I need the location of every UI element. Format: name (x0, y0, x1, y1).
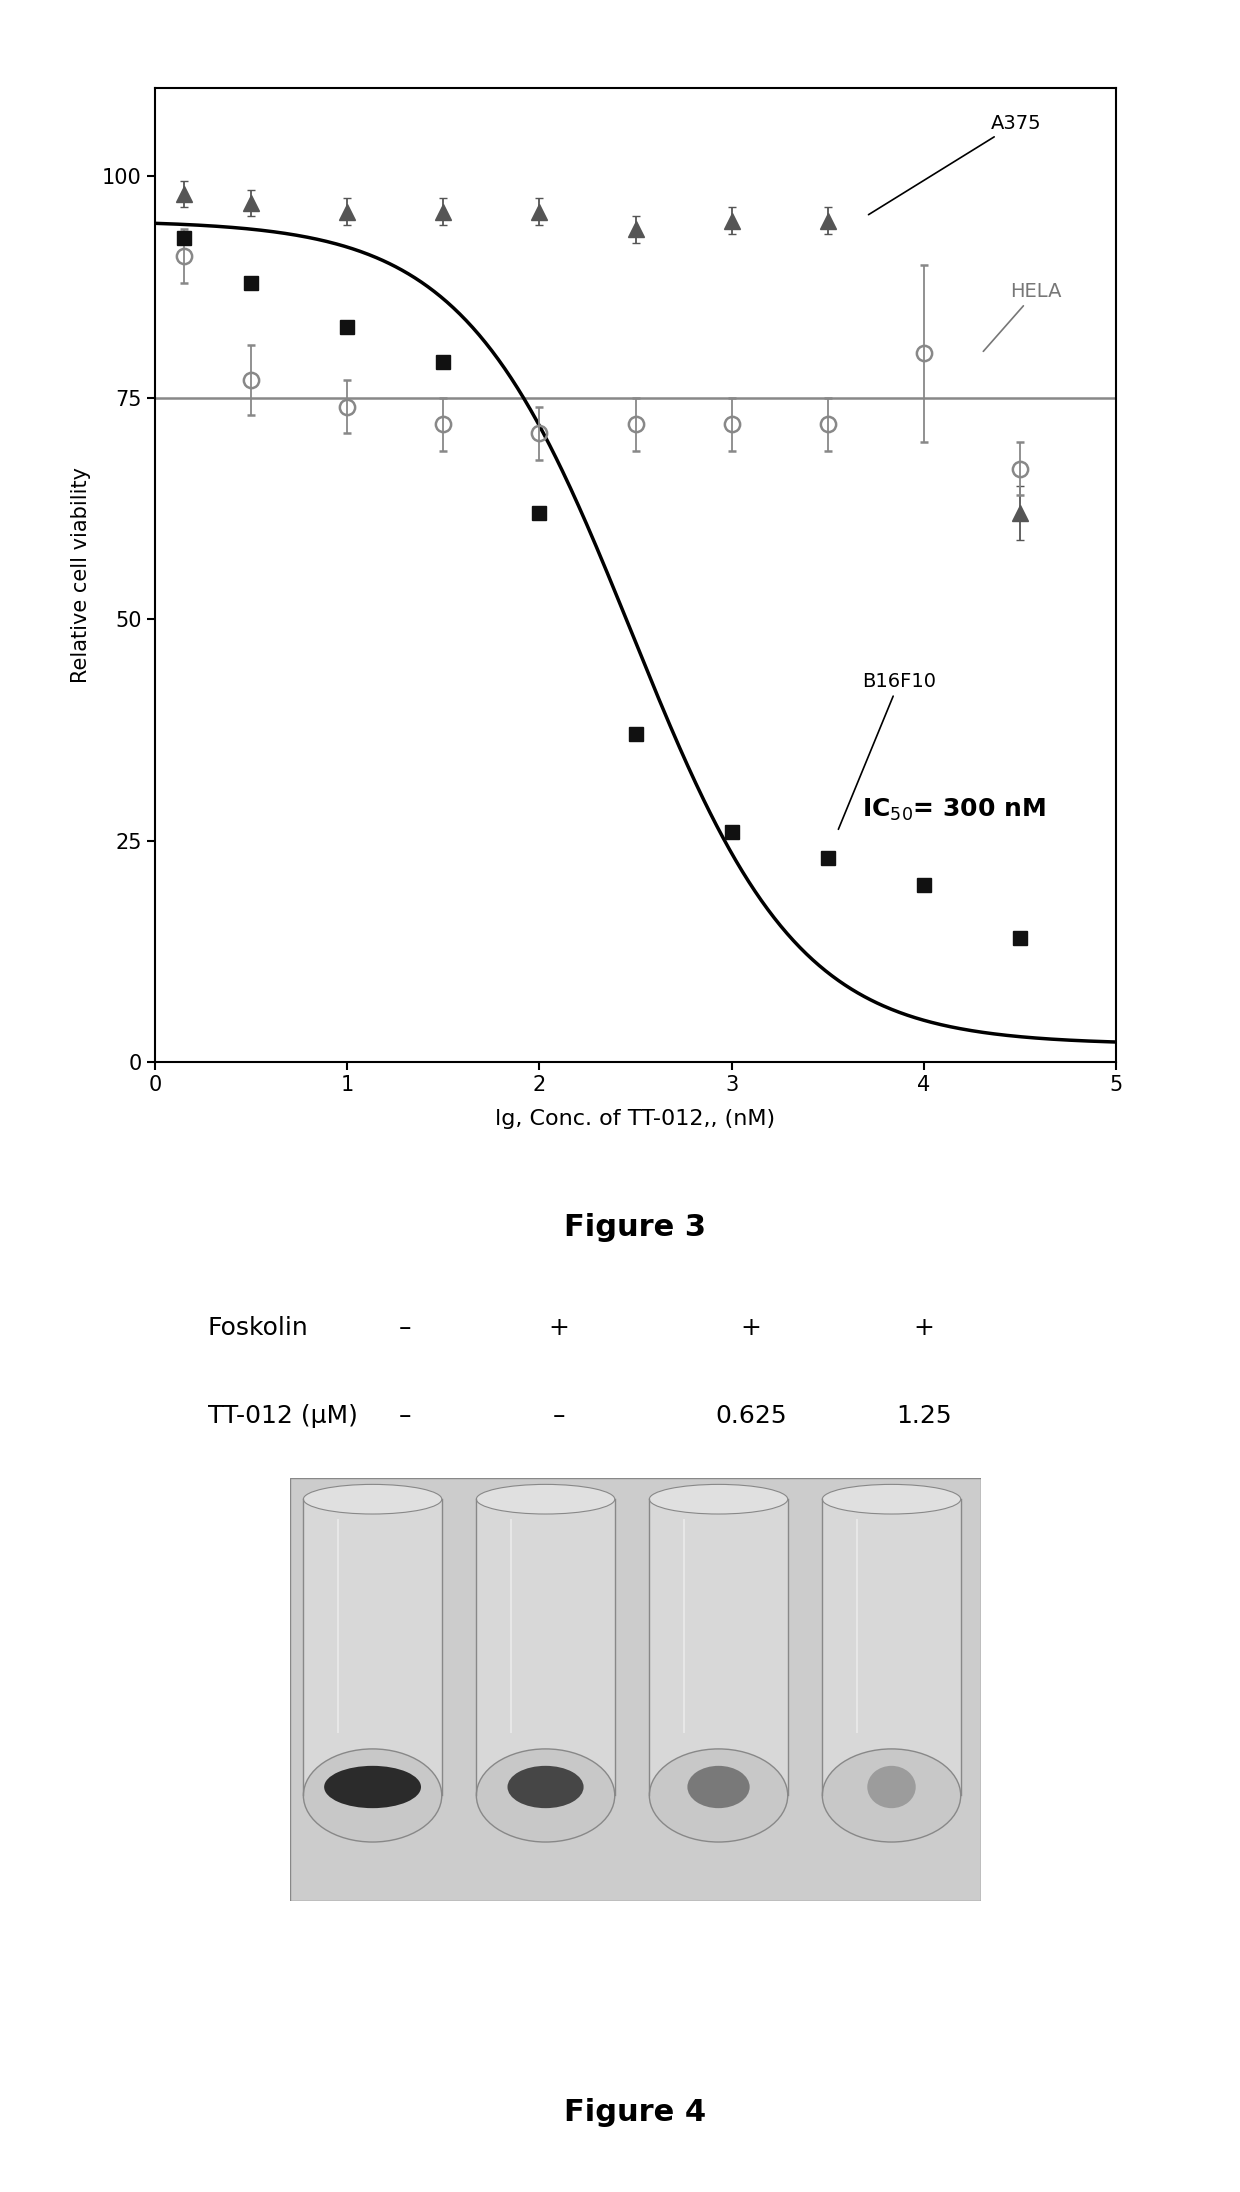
Text: Figure 3: Figure 3 (564, 1214, 707, 1243)
Text: +: + (914, 1315, 934, 1339)
Text: –: – (398, 1405, 412, 1429)
Text: 1.25: 1.25 (897, 1405, 951, 1429)
Text: B16F10: B16F10 (838, 671, 936, 829)
Text: IC$_{50}$= 300 nM: IC$_{50}$= 300 nM (862, 796, 1047, 822)
Text: A375: A375 (868, 114, 1042, 215)
Text: TT-012 (μM): TT-012 (μM) (208, 1405, 357, 1429)
Text: –: – (552, 1405, 565, 1429)
X-axis label: lg, Conc. of TT-012,, (nM): lg, Conc. of TT-012,, (nM) (496, 1109, 775, 1129)
Y-axis label: Relative cell viability: Relative cell viability (71, 467, 91, 684)
Text: 0.625: 0.625 (715, 1405, 786, 1429)
Text: –: – (398, 1315, 412, 1339)
Text: +: + (548, 1315, 569, 1339)
Text: HELA: HELA (983, 283, 1061, 351)
Text: +: + (740, 1315, 761, 1339)
Text: Foskolin: Foskolin (208, 1315, 309, 1339)
Text: Figure 4: Figure 4 (564, 2098, 707, 2128)
